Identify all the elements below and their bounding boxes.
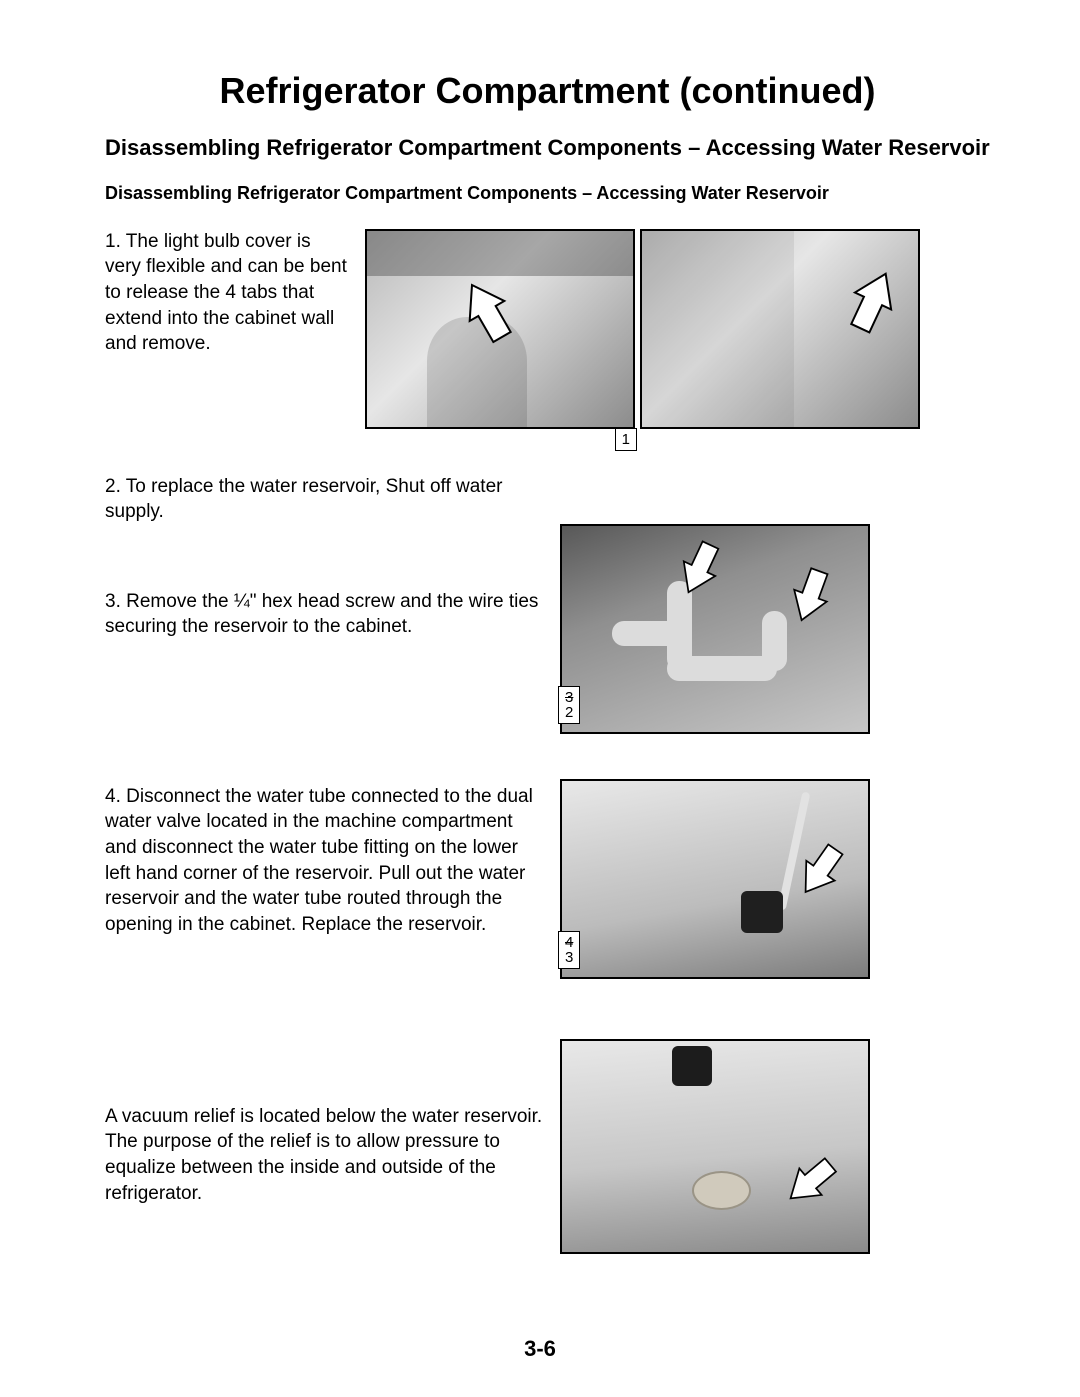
figure-4-label: 4 3 [558, 931, 580, 969]
figure-1-label: 1 [615, 428, 637, 451]
step-3-text: 3. Remove the ¼" hex head screw and the … [105, 564, 545, 640]
figure-2-3-photo [562, 526, 868, 732]
arrow-icon [793, 836, 848, 901]
arrow-icon [783, 1147, 838, 1212]
step-5-text: A vacuum relief is located below the wat… [105, 1049, 545, 1207]
step-1-body: The light bulb cover is very flexible an… [105, 231, 347, 355]
figure-4-photo [562, 781, 868, 977]
step-row-1: 1. The light bulb cover is very flexible… [105, 229, 990, 444]
step-3-body: Remove the ¼" hex head screw and the wir… [105, 591, 538, 638]
step-2-body: To replace the water reservoir, Shut off… [105, 476, 502, 523]
arrow-icon [672, 534, 727, 599]
step-1-text: 1. The light bulb cover is very flexible… [105, 229, 350, 357]
step-2-text: 2. To replace the water reservoir, Shut … [105, 474, 545, 525]
step-row-5: A vacuum relief is located below the wat… [105, 1049, 990, 1259]
section-subheading: Disassembling Refrigerator Compartment C… [105, 183, 990, 204]
figure-5 [560, 1039, 870, 1254]
arrow-icon [783, 561, 838, 626]
step-5-body: A vacuum relief is located below the wat… [105, 1106, 542, 1204]
arrow-icon [843, 261, 903, 336]
step-4-text: 4. Disconnect the water tube connected t… [105, 784, 545, 938]
step-4-number: 4. [105, 784, 121, 810]
step-row-4: 4. Disconnect the water tube connected t… [105, 784, 990, 1019]
step-2-number: 2. [105, 474, 121, 500]
figure-1-right-photo [642, 231, 918, 427]
figure-5-photo [562, 1041, 868, 1252]
arrow-icon [457, 271, 517, 346]
figure-2-3: 3 2 [560, 524, 870, 734]
section-heading: Disassembling Refrigerator Compartment C… [105, 134, 990, 163]
page-number: 3-6 [0, 1336, 1080, 1362]
figure-4: 4 3 [560, 779, 870, 979]
step-3-number: 3. [105, 589, 121, 615]
step-1-number: 1. [105, 229, 121, 255]
manual-page: Refrigerator Compartment (continued) Dis… [0, 0, 1080, 1397]
step-row-3: 3. Remove the ¼" hex head screw and the … [105, 564, 990, 754]
figure-1-right [640, 229, 920, 429]
figure-1-left: 1 [365, 229, 635, 429]
page-title: Refrigerator Compartment (continued) [105, 70, 990, 112]
step-4-body: Disconnect the water tube connected to t… [105, 786, 533, 935]
figure-3-label-a: 3 2 [558, 686, 580, 724]
figure-1-left-photo [367, 231, 633, 427]
